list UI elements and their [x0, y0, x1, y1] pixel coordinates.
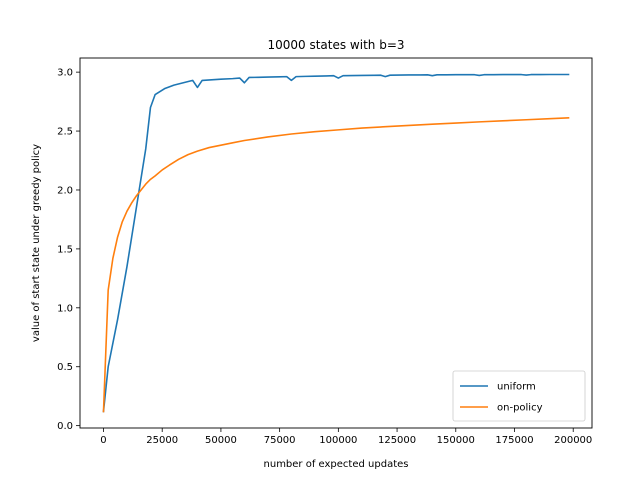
x-tick-label: 50000	[205, 435, 237, 446]
y-tick-label: 0.0	[57, 421, 73, 432]
chart-title: 10000 states with b=3	[267, 38, 404, 52]
x-axis: 0 25000 50000 75000 100000 125000 150000 175000…	[100, 428, 592, 446]
plot-frame	[79, 57, 593, 429]
x-tick-label: 0	[100, 435, 106, 446]
y-tick-label: 2.0	[57, 185, 73, 196]
x-axis-label: number of expected updates	[264, 459, 409, 470]
series-line-on-policy	[102, 117, 570, 413]
y-tick-label: 0.5	[57, 362, 73, 373]
x-tick-label: 125000	[378, 435, 416, 446]
x-tick-label: 200000	[554, 435, 592, 446]
y-axis: 0.0 0.5 1.0 1.5 2.0 2.5 3.0	[57, 68, 80, 432]
y-tick-label: 1.5	[57, 244, 73, 255]
x-tick-label: 175000	[495, 435, 533, 446]
y-tick-label: 1.0	[57, 303, 73, 314]
y-tick-label: 3.0	[57, 68, 73, 79]
legend-label-on-policy: on-policy	[497, 403, 543, 414]
x-tick-label: 100000	[319, 435, 357, 446]
legend-box	[452, 370, 586, 422]
series-line-uniform	[102, 73, 570, 413]
y-axis-label: value of start state under greedy policy	[31, 144, 42, 342]
y-tick-label: 2.5	[57, 127, 73, 138]
plot-area	[102, 73, 570, 413]
legend: uniform on-policy	[452, 370, 586, 422]
x-tick-label: 25000	[146, 435, 178, 446]
x-tick-label: 75000	[264, 435, 296, 446]
legend-label-uniform: uniform	[497, 382, 536, 393]
x-tick-label: 150000	[437, 435, 475, 446]
